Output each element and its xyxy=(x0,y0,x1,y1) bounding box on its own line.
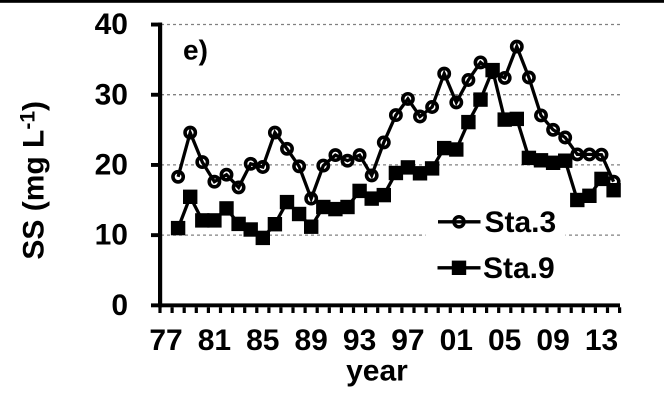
svg-text:10: 10 xyxy=(95,219,128,252)
svg-text:89: 89 xyxy=(295,324,328,357)
svg-text:93: 93 xyxy=(343,324,376,357)
svg-text:40: 40 xyxy=(95,8,128,41)
svg-text:e): e) xyxy=(183,35,208,66)
svg-text:20: 20 xyxy=(95,149,128,182)
svg-text:0: 0 xyxy=(111,289,128,322)
svg-text:81: 81 xyxy=(198,324,231,357)
svg-text:Sta.3: Sta.3 xyxy=(485,206,557,239)
svg-text:01: 01 xyxy=(440,324,473,357)
svg-text:13: 13 xyxy=(585,324,618,357)
svg-text:77: 77 xyxy=(149,324,182,357)
svg-text:97: 97 xyxy=(391,324,424,357)
svg-text:85: 85 xyxy=(246,324,279,357)
svg-text:year: year xyxy=(346,355,408,388)
svg-text:Sta.9: Sta.9 xyxy=(483,252,555,285)
svg-text:05: 05 xyxy=(488,324,521,357)
svg-text:30: 30 xyxy=(95,78,128,111)
svg-text:09: 09 xyxy=(536,324,569,357)
